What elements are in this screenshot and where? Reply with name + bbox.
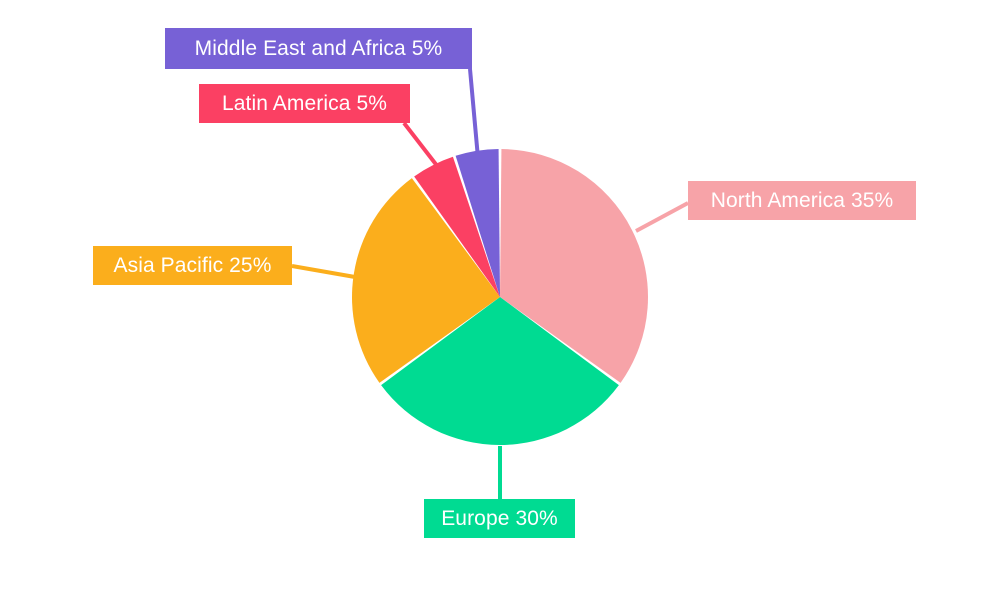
leader-line-asia-pacific [291,264,356,279]
pie-label-europe[interactable]: Europe 30% [424,499,575,538]
pie-label-asia-pacific[interactable]: Asia Pacific 25% [93,246,292,285]
leader-line-north-america [635,201,689,233]
pie-label-latin-america[interactable]: Latin America 5% [199,84,410,123]
pie-slice-north-america[interactable] [500,149,648,383]
leader-line-group [291,68,689,499]
pie-slice-europe[interactable] [381,297,619,445]
pie-slice-middle-east-and-africa[interactable] [455,149,500,297]
leader-line-middle-east-and-africa [468,68,480,159]
leader-line-latin-america [402,121,440,169]
pie-slice-asia-pacific[interactable] [352,178,500,383]
pie-label-middle-east-africa[interactable]: Middle East and Africa 5% [165,28,472,69]
pie-slice-group [352,149,648,445]
pie-label-north-america[interactable]: North America 35% [688,181,916,220]
pie-slice-latin-america[interactable] [414,156,500,297]
